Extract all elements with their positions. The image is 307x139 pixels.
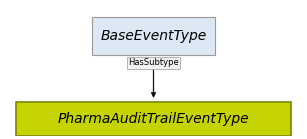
Text: HasSubtype: HasSubtype (128, 58, 179, 67)
Text: BaseEventType: BaseEventType (100, 29, 207, 43)
Text: PharmaAuditTrailEventType: PharmaAuditTrailEventType (58, 112, 249, 126)
FancyBboxPatch shape (91, 18, 216, 55)
FancyBboxPatch shape (17, 101, 290, 136)
